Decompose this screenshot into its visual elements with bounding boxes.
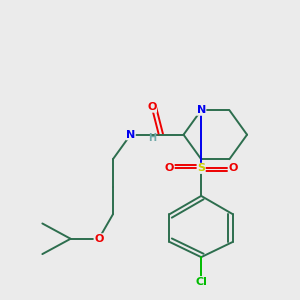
- Text: O: O: [94, 234, 104, 244]
- Text: S: S: [197, 164, 205, 173]
- Text: N: N: [196, 105, 206, 115]
- Text: H: H: [148, 133, 156, 143]
- Text: O: O: [147, 102, 157, 112]
- Text: Cl: Cl: [195, 277, 207, 286]
- Text: O: O: [228, 164, 238, 173]
- Text: N: N: [126, 130, 135, 140]
- Text: O: O: [165, 164, 174, 173]
